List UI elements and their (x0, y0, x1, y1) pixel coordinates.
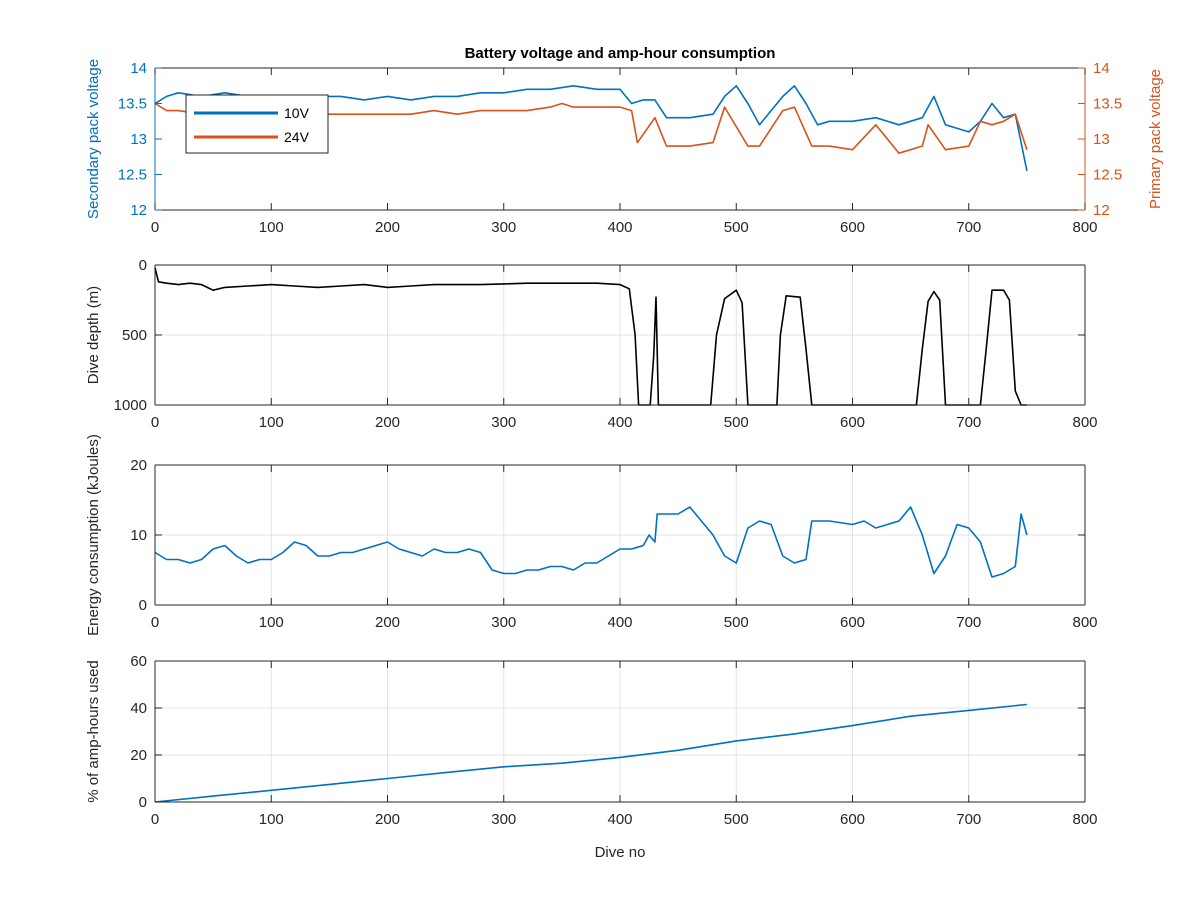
y-axis-label: Secondary pack voltage (85, 59, 102, 219)
y-tick-label: 12.5 (118, 167, 147, 184)
x-tick-label: 600 (840, 811, 865, 828)
x-tick-label: 0 (151, 219, 159, 236)
legend: 10V 24V (185, 94, 329, 154)
chart-panel-2: 0 100 200 300 400 500 600 700 800 0 500 1000 Dive de… (85, 257, 1098, 431)
x-tick-label: 700 (956, 614, 981, 631)
x-tick-label: 300 (491, 414, 516, 431)
y-tick-label: 10 (130, 527, 147, 544)
x-tick-label: 800 (1072, 219, 1097, 236)
x-tick-label: 500 (724, 614, 749, 631)
x-tick-label: 400 (607, 811, 632, 828)
x-axis-label: Dive no (595, 844, 646, 861)
y-tick-label: 0 (139, 794, 147, 811)
chart-panel-1: 0 100 200 300 400 500 600 700 8001212.51313.5141… (85, 45, 1164, 236)
legend-label-10v: 10V (284, 105, 310, 121)
y-axis-label: Dive depth (m) (85, 286, 102, 384)
x-tick-label: 0 (151, 811, 159, 828)
x-tick-label: 300 (491, 811, 516, 828)
right-y-tick-label: 13 (1093, 131, 1110, 148)
y-tick-label: 500 (122, 327, 147, 344)
y-axis-label: % of amp-hours used (85, 660, 102, 803)
series-line-1 (154, 703, 1027, 803)
x-tick-label: 200 (375, 414, 400, 431)
series-line-1 (154, 506, 1028, 578)
right-y-tick-label: 14 (1093, 60, 1110, 77)
y-tick-label: 0 (139, 597, 147, 614)
x-tick-label: 400 (607, 614, 632, 631)
chart-title: Battery voltage and amp-hour consumption (465, 45, 776, 62)
x-tick-label: 800 (1072, 614, 1097, 631)
chart-panel-3: 0 100 200 300 400 500 600 700 800 0 10 20 Energy con… (85, 434, 1098, 636)
x-tick-label: 400 (607, 414, 632, 431)
x-tick-label: 700 (956, 811, 981, 828)
right-y-tick-label: 12.5 (1093, 167, 1122, 184)
y-tick-label: 13.5 (118, 96, 147, 113)
x-tick-label: 500 (724, 219, 749, 236)
right-y-tick-label: 12 (1093, 202, 1110, 219)
x-tick-label: 800 (1072, 414, 1097, 431)
legend-label-24v: 24V (284, 129, 310, 145)
y-tick-label: 60 (130, 653, 147, 670)
x-tick-label: 100 (259, 811, 284, 828)
y-tick-label: 0 (139, 257, 147, 274)
right-y-axis-label: Primary pack voltage (1147, 69, 1164, 209)
x-tick-label: 500 (724, 414, 749, 431)
right-y-tick-label: 13.5 (1093, 96, 1122, 113)
x-tick-label: 700 (956, 414, 981, 431)
legend-box (185, 94, 329, 154)
y-tick-label: 20 (130, 457, 147, 474)
y-tick-label: 13 (130, 131, 147, 148)
x-tick-label: 200 (375, 614, 400, 631)
x-tick-label: 600 (840, 614, 865, 631)
chart-panel-4: 0 100 200 300 400 500 600 700 800 0 20 40 60 % of amp… (85, 653, 1098, 861)
x-tick-label: 400 (607, 219, 632, 236)
y-tick-label: 20 (130, 747, 147, 764)
x-tick-label: 100 (259, 614, 284, 631)
x-tick-label: 700 (956, 219, 981, 236)
x-tick-label: 600 (840, 219, 865, 236)
y-tick-label: 12 (130, 202, 147, 219)
y-tick-label: 14 (130, 60, 147, 77)
x-tick-label: 600 (840, 414, 865, 431)
x-tick-label: 200 (375, 811, 400, 828)
x-tick-label: 0 (151, 414, 159, 431)
y-tick-label: 1000 (114, 397, 147, 414)
x-tick-label: 100 (259, 414, 284, 431)
x-tick-label: 0 (151, 614, 159, 631)
x-tick-label: 800 (1072, 811, 1097, 828)
x-tick-label: 300 (491, 219, 516, 236)
x-tick-label: 100 (259, 219, 284, 236)
y-axis-label: Energy consumption (kJoules) (85, 434, 102, 636)
y-tick-label: 40 (130, 700, 147, 717)
x-tick-label: 300 (491, 614, 516, 631)
x-tick-label: 200 (375, 219, 400, 236)
x-tick-label: 500 (724, 811, 749, 828)
